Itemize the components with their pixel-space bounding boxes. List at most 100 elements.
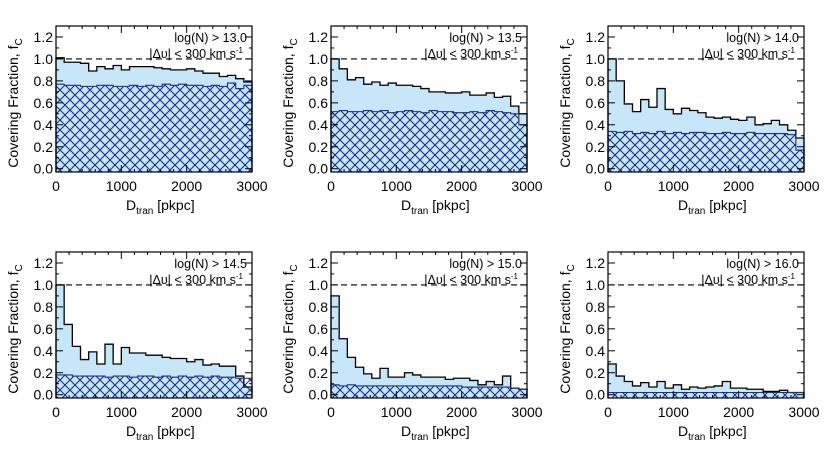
y-tick-label: 0.8 (309, 73, 329, 89)
inner-bar (648, 392, 658, 398)
y-axis-label-main: Covering Fraction, f (557, 271, 573, 393)
inner-bar (420, 112, 430, 172)
inner-bar (96, 376, 106, 398)
inner-bar (211, 376, 220, 398)
inner-bar (154, 86, 163, 172)
x-axis-label: Dtran [pkpc] (401, 197, 470, 217)
x-axis-label-unit: [pkpc] (153, 197, 194, 213)
inner-bar (795, 150, 805, 172)
chart-panel-2: 0.0 0.2 0.4 0.6 0.8 1.0 1.2 0 1000 2000 3000 Dtran … (280, 25, 543, 217)
y-tick-label: 1.2 (309, 29, 329, 45)
panel-title: log(N) > 16.0 (726, 257, 799, 271)
inner-bar (64, 374, 73, 398)
inner-bar (339, 110, 348, 172)
velocity-cut-text: |Δυ| < 300 km s (149, 273, 236, 287)
y-tick-label: 0.6 (309, 321, 329, 337)
x-tick-label: 3000 (788, 404, 819, 420)
y-tick-label: 1.2 (309, 255, 329, 271)
inner-bar (453, 112, 463, 172)
outer-bar (121, 347, 130, 398)
inner-bar (478, 387, 487, 398)
y-tick-label: 0.0 (309, 387, 329, 403)
x-axis-label-main: D (401, 197, 411, 213)
inner-bar (486, 110, 495, 172)
y-tick-label: 1.0 (34, 277, 54, 293)
y-axis-label-sub: C (14, 264, 25, 271)
x-tick-label: 1000 (658, 404, 689, 420)
inner-bar (706, 133, 715, 172)
inner-bar (510, 388, 520, 398)
inner-bar (445, 111, 454, 172)
y-tick-label: 1.0 (586, 51, 606, 67)
inner-bar (154, 377, 163, 398)
x-tick-label: 0 (327, 178, 335, 194)
inner-bar (129, 377, 139, 398)
y-axis-label: Covering Fraction, fC (280, 264, 300, 393)
plot-frame (330, 251, 528, 399)
inner-bar (763, 133, 772, 172)
y-tick-label: 1.0 (309, 277, 329, 293)
y-tick-label: 0.2 (586, 139, 606, 155)
y-tick-label: 0.4 (34, 343, 54, 359)
inner-bar (363, 385, 373, 398)
inner-bar (689, 132, 699, 172)
y-tick-label: 1.0 (586, 277, 606, 293)
outer-bar (380, 368, 389, 398)
x-axis-label-main: D (126, 423, 136, 439)
inner-bar (355, 111, 365, 172)
y-tick-label: 0.2 (309, 139, 329, 155)
velocity-cut-label: |Δυ| < 300 km s-1 (424, 46, 518, 61)
velocity-cut-text: |Δυ| < 300 km s (701, 273, 788, 287)
inner-bar (145, 376, 155, 398)
inner-step-line (330, 384, 528, 398)
y-tick-label: 0.8 (34, 73, 54, 89)
inner-bar (227, 83, 237, 172)
inner-bar (657, 131, 666, 172)
inner-bar (673, 132, 682, 172)
x-tick-label: 0 (327, 404, 335, 420)
inner-bar (795, 392, 805, 398)
outer-bar (608, 363, 617, 398)
inner-bar (608, 392, 617, 398)
inner-bar (88, 376, 98, 398)
inner-bar (437, 385, 446, 398)
velocity-cut-text: |Δυ| < 300 km s (424, 47, 511, 61)
outer-step-line (607, 58, 805, 172)
plot-frame (55, 25, 253, 173)
x-tick-label: 2000 (446, 404, 477, 420)
y-tick-label: 0.2 (586, 365, 606, 381)
y-tick-label: 0.2 (309, 365, 329, 381)
inner-bar (339, 385, 348, 398)
inner-step-line (607, 391, 805, 398)
inner-step-line (607, 130, 805, 172)
x-tick-label: 1000 (381, 404, 412, 420)
x-tick-label: 3000 (788, 178, 819, 194)
panel-title: log(N) > 15.0 (449, 257, 522, 271)
inner-bar (665, 133, 674, 172)
inner-bar (396, 111, 405, 172)
y-tick-label: 0.2 (34, 139, 54, 155)
inner-bar (624, 392, 633, 398)
outer-bar (640, 382, 650, 398)
inner-bar (437, 111, 446, 172)
inner-bar (72, 85, 81, 172)
inner-bar (494, 387, 503, 398)
x-tick-label: 1000 (658, 178, 689, 194)
inner-bar (755, 133, 764, 172)
velocity-cut-label: |Δυ| < 300 km s-1 (149, 46, 243, 61)
velocity-cut-sup: -1 (788, 46, 796, 55)
inner-bar (113, 376, 122, 398)
inner-bar (80, 86, 90, 172)
y-tick-label: 0.0 (586, 387, 606, 403)
y-tick-label: 0.0 (34, 161, 54, 177)
x-tick-label: 0 (604, 404, 612, 420)
inner-bar (80, 376, 90, 398)
inner-bar (178, 376, 188, 398)
y-axis-label: Covering Fraction, fC (557, 264, 577, 393)
x-axis-label-unit: [pkpc] (705, 197, 746, 213)
inner-bar (347, 111, 356, 172)
y-axis-label: Covering Fraction, fC (5, 264, 25, 393)
inner-bar (673, 392, 682, 398)
inner-bar (243, 378, 253, 398)
